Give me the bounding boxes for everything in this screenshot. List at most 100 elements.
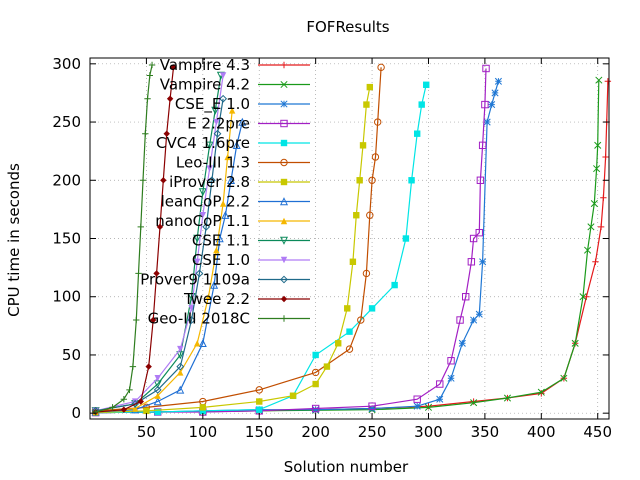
data-point (368, 176, 376, 184)
data-point (280, 61, 288, 69)
legend-item: E 2.2pre (187, 115, 310, 133)
data-point (133, 316, 140, 324)
data-point (135, 270, 142, 277)
data-point (447, 374, 455, 382)
data-point (126, 386, 133, 394)
y-tick-label: 50 (62, 346, 81, 364)
legend-label: E 2.2pre (187, 115, 250, 133)
data-point (206, 165, 213, 172)
series-1 (92, 78, 612, 416)
data-point (475, 310, 483, 318)
data-point (131, 398, 139, 405)
legend-label: Vampire 4.2 (160, 76, 250, 94)
data-point (590, 200, 598, 208)
data-point (371, 153, 380, 161)
data-point (221, 210, 230, 219)
series-9 (92, 107, 236, 416)
data-point (143, 407, 150, 415)
data-point (211, 106, 220, 115)
data-point (92, 408, 99, 416)
data-point (142, 130, 149, 137)
data-point (425, 402, 432, 410)
data-point (323, 363, 331, 370)
legend-item: nanoCoP 1.1 (155, 212, 310, 230)
data-point (346, 328, 353, 335)
data-point (219, 200, 227, 207)
series-line (95, 121, 243, 413)
data-point (436, 395, 444, 403)
data-point (368, 404, 376, 413)
data-point (131, 405, 139, 412)
data-point (368, 305, 376, 312)
data-point (280, 158, 288, 167)
data-point (312, 380, 319, 388)
legend-label: leanCoP 2.2 (161, 193, 250, 211)
data-point (479, 258, 487, 266)
data-point (579, 293, 587, 301)
data-point (120, 396, 128, 403)
data-point (219, 94, 228, 103)
data-point (280, 80, 288, 89)
data-point (356, 177, 363, 184)
data-point (312, 406, 320, 414)
grid (90, 58, 609, 419)
data-point (447, 357, 455, 365)
data-point (592, 258, 599, 265)
data-point (154, 375, 161, 382)
data-point (153, 385, 162, 394)
data-point (335, 340, 342, 347)
legend-label: CSE 1.0 (192, 251, 250, 269)
data-point (470, 399, 478, 407)
series-line (95, 67, 382, 412)
data-point (353, 212, 360, 219)
data-point (199, 407, 207, 415)
data-point (280, 217, 288, 225)
series-line (95, 75, 222, 412)
data-point (148, 61, 156, 69)
data-point (199, 404, 207, 411)
data-point (177, 345, 184, 353)
series-line (95, 81, 609, 414)
data-point (202, 222, 211, 231)
data-point (163, 130, 170, 137)
data-point (154, 392, 161, 399)
data-point (207, 176, 216, 185)
data-point (146, 72, 153, 79)
series-line (95, 81, 499, 414)
data-point (602, 153, 609, 161)
legend-label: Geo-III 2018C (148, 310, 250, 328)
data-point (205, 141, 214, 150)
data-point (587, 223, 595, 231)
data-point (137, 398, 144, 405)
y-tick-label: 0 (71, 404, 81, 422)
y-tick-label: 300 (52, 55, 81, 73)
series-line (95, 68, 487, 414)
series-3 (92, 77, 502, 417)
data-point (494, 77, 502, 85)
data-point (176, 385, 185, 394)
x-tick-label: 150 (245, 423, 274, 441)
x-tick-label: 350 (471, 423, 500, 441)
data-point (176, 362, 185, 371)
legend-label: CSE_E 1.0 (175, 95, 250, 114)
data-point (488, 101, 496, 109)
data-point (503, 394, 512, 402)
data-point (280, 119, 288, 128)
data-point (366, 83, 374, 91)
data-point (423, 81, 430, 88)
data-point (481, 100, 489, 109)
data-point (289, 392, 297, 399)
data-point (170, 64, 177, 71)
data-point (193, 258, 201, 265)
legend-item: Prover9 1109a (140, 271, 310, 289)
data-point (345, 345, 354, 353)
data-point (413, 402, 421, 410)
data-point (280, 275, 288, 284)
data-point (311, 368, 320, 377)
data-point (583, 293, 590, 300)
data-point (160, 177, 167, 184)
legend-label: Twee 2.2 (183, 290, 250, 308)
data-point (311, 404, 320, 413)
series-layer (91, 61, 612, 417)
